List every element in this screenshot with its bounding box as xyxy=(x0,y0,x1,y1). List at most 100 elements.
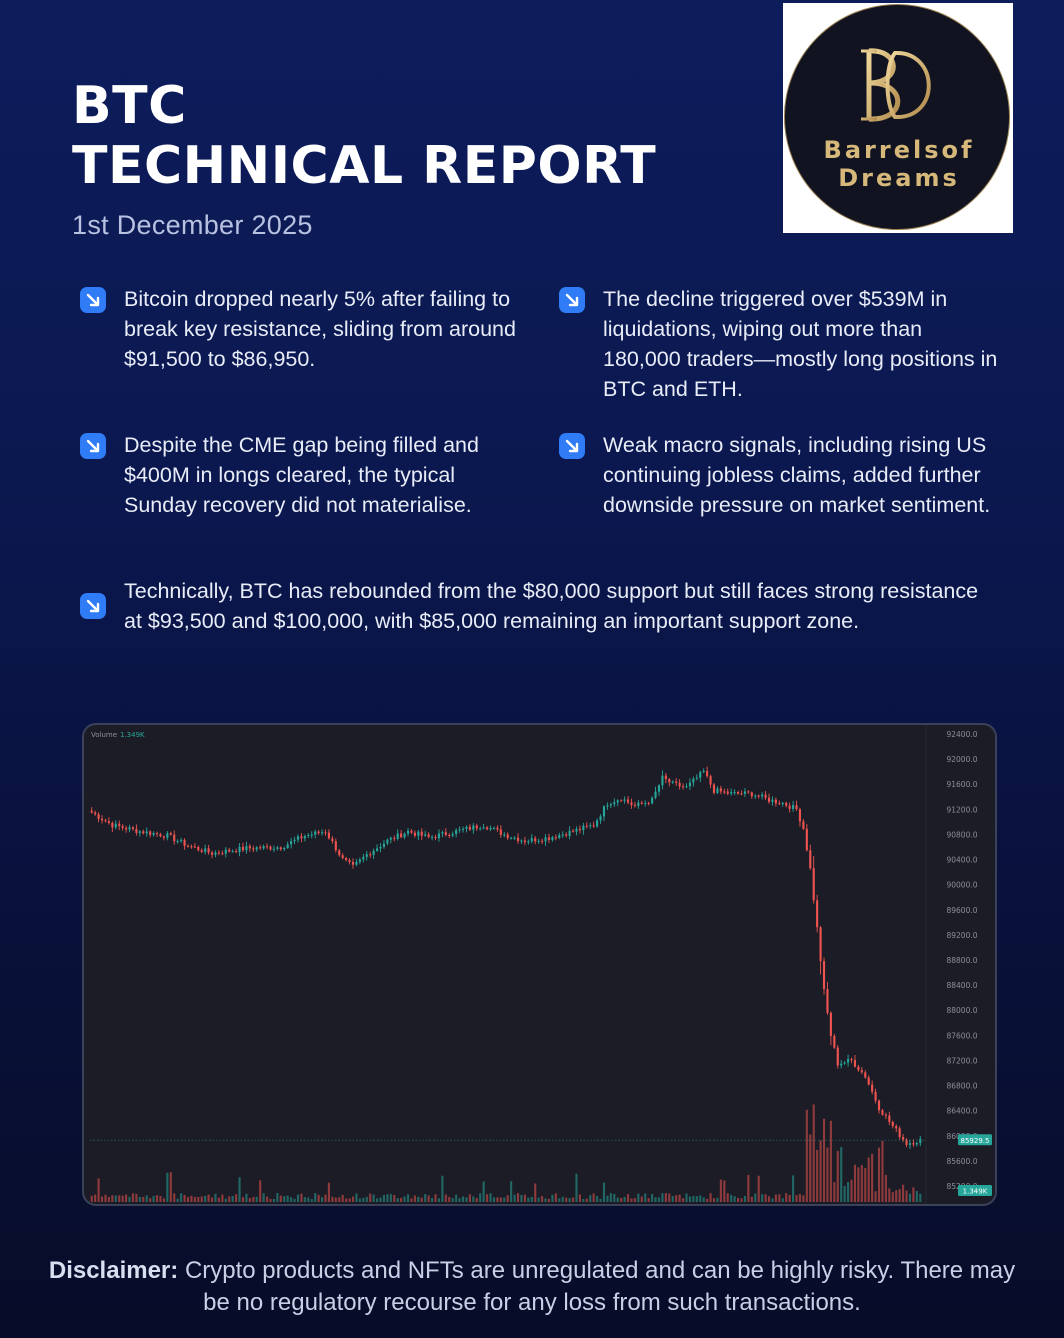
candle-body xyxy=(300,836,303,839)
candle-body xyxy=(272,848,275,850)
candle-body xyxy=(778,803,781,805)
candle-body xyxy=(441,832,444,834)
volume-bar xyxy=(286,1195,289,1202)
volume-bar xyxy=(162,1198,165,1202)
candle-body xyxy=(908,1143,912,1145)
candle-body xyxy=(571,830,575,832)
logo-badge: Barrelsof Dreams xyxy=(784,4,1010,230)
candle-body xyxy=(836,1047,839,1066)
y-tick-label: 87600.0 xyxy=(946,1031,977,1040)
volume-bar xyxy=(516,1193,520,1202)
candle-body xyxy=(97,814,100,819)
volume-bar xyxy=(702,1197,705,1202)
bullet-item: Technically, BTC has rebounded from the … xyxy=(80,576,990,636)
volume-bar xyxy=(310,1198,313,1202)
candle-body xyxy=(486,827,489,830)
volume-bar xyxy=(757,1175,760,1202)
candle-body xyxy=(482,827,485,829)
candle-body xyxy=(193,846,196,848)
volume-bar xyxy=(121,1195,124,1202)
logo-text-line-1: Barrelsof xyxy=(823,136,975,164)
volume-bar xyxy=(290,1197,293,1202)
volume-bar xyxy=(778,1194,781,1202)
volume-bar xyxy=(864,1167,867,1202)
volume-bar xyxy=(571,1197,575,1202)
volume-bar xyxy=(857,1167,860,1202)
candle-body xyxy=(616,800,619,803)
volume-bar xyxy=(468,1194,471,1202)
volume-bar xyxy=(307,1197,310,1202)
candle-body xyxy=(527,841,530,843)
candle-body xyxy=(534,838,537,842)
volume-bar xyxy=(413,1195,416,1202)
candle-body xyxy=(592,825,595,827)
candle-body xyxy=(128,827,131,830)
volume-bar xyxy=(692,1195,695,1202)
volume-bar xyxy=(530,1196,533,1202)
y-tick-label: 89200.0 xyxy=(946,931,977,940)
candle-body xyxy=(774,799,777,804)
volume-bar xyxy=(630,1198,633,1202)
volume-bar xyxy=(819,1140,822,1202)
volume-bar xyxy=(362,1197,365,1202)
volume-bar xyxy=(554,1193,557,1202)
volume-bar xyxy=(321,1197,324,1202)
page-title: BTC TECHNICAL REPORT xyxy=(72,76,656,196)
volume-bar xyxy=(626,1194,630,1202)
candle-body xyxy=(513,837,516,839)
bullet-text: Weak macro signals, including rising US … xyxy=(603,433,991,517)
volume-bar xyxy=(424,1194,427,1202)
candle-body xyxy=(173,834,176,842)
candle-body xyxy=(382,843,386,847)
volume-bar xyxy=(829,1120,832,1202)
candle-body xyxy=(369,854,372,856)
candle-body xyxy=(135,828,138,833)
volume-bar xyxy=(180,1193,183,1202)
y-tick-label: 88400.0 xyxy=(946,981,977,990)
bullet-text: Despite the CME gap being filled and $40… xyxy=(124,433,479,517)
volume-bar xyxy=(107,1196,110,1202)
candle-body xyxy=(657,785,661,792)
candle-body xyxy=(589,825,592,827)
volume-bar xyxy=(159,1196,162,1202)
volume-bar xyxy=(265,1196,269,1202)
candle-body xyxy=(499,829,502,835)
volume-bar xyxy=(547,1198,551,1202)
candle-body xyxy=(475,825,478,829)
volume-bar xyxy=(417,1196,420,1202)
candle-body xyxy=(496,827,499,830)
candle-body xyxy=(424,834,427,836)
volume-bar xyxy=(228,1196,231,1202)
candle-body xyxy=(706,770,709,777)
candle-body xyxy=(792,805,795,809)
candle-body xyxy=(788,805,791,809)
candle-body xyxy=(547,837,551,840)
volume-bar xyxy=(902,1184,905,1202)
volume-bar xyxy=(616,1197,619,1202)
candle-body xyxy=(125,827,128,830)
candle-body xyxy=(620,800,623,802)
candle-body xyxy=(561,834,564,836)
y-tick-label: 86800.0 xyxy=(946,1082,977,1091)
volume-bar xyxy=(678,1194,681,1202)
volume-bar xyxy=(826,1147,829,1202)
candle-body xyxy=(303,836,306,839)
volume-bar xyxy=(657,1197,661,1202)
candle-body xyxy=(255,847,258,850)
y-tick-label: 90400.0 xyxy=(946,856,977,865)
candle-body xyxy=(747,791,750,793)
candle-body xyxy=(692,778,695,783)
disclaimer-text: Crypto products and NFTs are unregulated… xyxy=(184,1257,1016,1316)
volume-bar xyxy=(647,1198,650,1202)
candle-body xyxy=(145,831,148,834)
candle-body xyxy=(341,855,344,859)
candle-body xyxy=(578,828,581,831)
volume-bar xyxy=(767,1196,771,1202)
volume-bar xyxy=(898,1189,901,1202)
volume-bar xyxy=(671,1195,674,1202)
candle-body xyxy=(606,805,609,807)
candle-body xyxy=(853,1060,857,1067)
candle-body xyxy=(200,850,203,852)
candle-body xyxy=(279,847,282,850)
candle-body xyxy=(651,797,654,804)
